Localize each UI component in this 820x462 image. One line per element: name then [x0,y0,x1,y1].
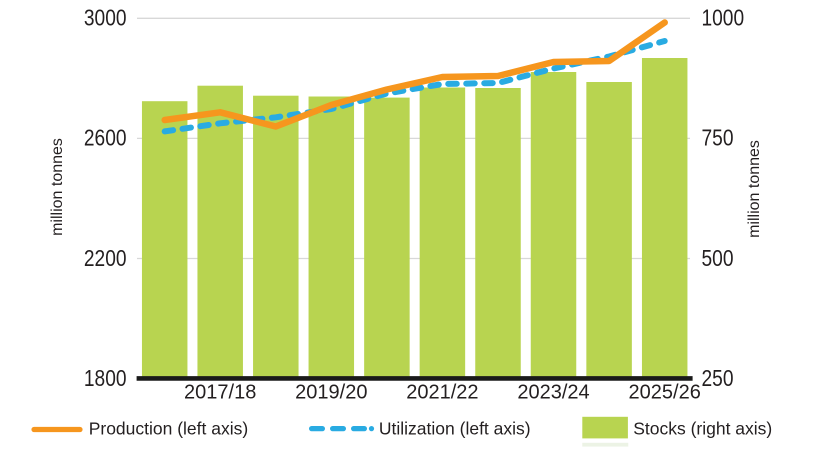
svg-text:million tonnes: million tonnes [746,140,763,238]
svg-text:Stocks (right axis): Stocks (right axis) [633,418,772,438]
svg-text:Utilization (left axis): Utilization (left axis) [379,418,531,438]
svg-text:250: 250 [702,365,734,391]
svg-text:1000: 1000 [702,5,745,31]
svg-text:500: 500 [702,245,734,271]
svg-text:3000: 3000 [84,5,127,31]
svg-text:2021/22: 2021/22 [406,382,478,404]
svg-text:750: 750 [702,125,734,151]
svg-text:2200: 2200 [84,245,127,271]
svg-text:2019/20: 2019/20 [295,382,367,404]
svg-text:2017/18: 2017/18 [184,382,256,404]
svg-text:Production (left axis): Production (left axis) [89,418,249,438]
svg-text:2600: 2600 [84,125,127,151]
svg-text:million tonnes: million tonnes [49,138,66,236]
svg-text:2025/26: 2025/26 [629,382,701,404]
svg-text:1800: 1800 [84,365,127,391]
svg-text:2023/24: 2023/24 [517,382,589,404]
